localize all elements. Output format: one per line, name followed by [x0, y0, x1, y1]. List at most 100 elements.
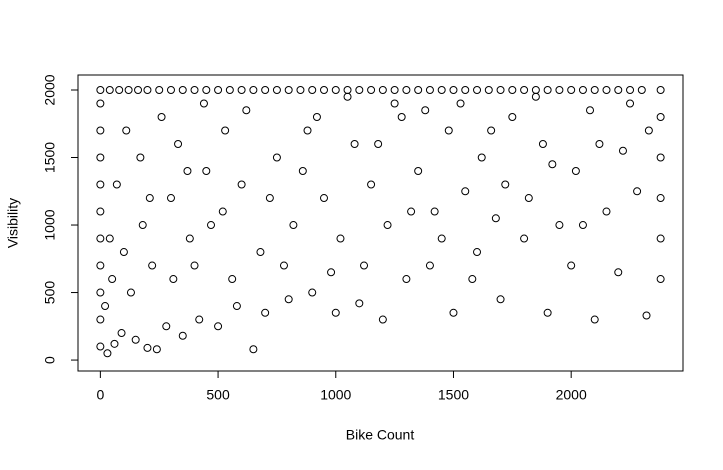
point — [355, 85, 364, 94]
point — [327, 268, 336, 277]
point — [402, 275, 411, 284]
point — [355, 299, 364, 308]
point — [96, 99, 105, 108]
point — [421, 106, 430, 115]
point — [350, 140, 359, 149]
point — [225, 85, 234, 94]
y-tick-label: 2000 — [42, 74, 58, 105]
point — [383, 221, 392, 230]
point — [131, 335, 140, 344]
point — [626, 85, 635, 94]
point — [578, 85, 587, 94]
point — [343, 85, 352, 94]
point — [449, 85, 458, 94]
point — [656, 194, 665, 203]
point — [491, 214, 500, 223]
point — [303, 126, 312, 135]
point — [390, 99, 399, 108]
point — [117, 329, 126, 338]
point — [105, 234, 114, 243]
point — [343, 92, 352, 101]
point — [96, 288, 105, 297]
point — [618, 146, 627, 155]
point — [402, 85, 411, 94]
point — [148, 261, 157, 270]
point — [461, 187, 470, 196]
point — [331, 85, 340, 94]
y-tick-label: 1500 — [42, 142, 58, 173]
point — [96, 315, 105, 324]
point — [155, 85, 164, 94]
point — [449, 308, 458, 317]
point — [390, 85, 399, 94]
point — [656, 275, 665, 284]
point — [501, 180, 510, 189]
point — [237, 85, 246, 94]
point — [218, 207, 227, 216]
point — [602, 207, 611, 216]
point — [360, 261, 369, 270]
point — [199, 99, 208, 108]
point — [637, 85, 646, 94]
point — [644, 126, 653, 135]
point — [152, 345, 161, 354]
point — [143, 343, 152, 352]
point — [214, 322, 223, 331]
point — [496, 295, 505, 304]
point — [484, 85, 493, 94]
point — [162, 322, 171, 331]
x-tick-label: 500 — [206, 387, 230, 403]
point — [178, 85, 187, 94]
point — [169, 275, 178, 284]
point — [122, 126, 131, 135]
point — [586, 106, 595, 115]
point — [190, 261, 199, 270]
point — [430, 207, 439, 216]
point — [555, 221, 564, 230]
point — [531, 92, 540, 101]
point — [103, 349, 112, 358]
point — [284, 85, 293, 94]
point — [308, 85, 317, 94]
point — [96, 342, 105, 351]
point — [185, 234, 194, 243]
point — [289, 221, 298, 230]
point — [190, 85, 199, 94]
point — [214, 85, 223, 94]
point — [183, 167, 192, 176]
point — [508, 85, 517, 94]
point — [296, 85, 305, 94]
point — [202, 85, 211, 94]
point — [425, 85, 434, 94]
point — [138, 221, 147, 230]
point — [414, 85, 423, 94]
point — [265, 194, 274, 203]
point — [642, 311, 651, 320]
point — [374, 140, 383, 149]
point — [524, 194, 533, 203]
point — [195, 315, 204, 324]
x-tick-label: 1000 — [320, 387, 351, 403]
point — [166, 85, 175, 94]
point — [96, 85, 105, 94]
point — [437, 85, 446, 94]
point — [105, 85, 114, 94]
point — [115, 85, 124, 94]
point — [108, 275, 117, 284]
point — [261, 308, 270, 317]
point — [143, 85, 152, 94]
point — [437, 234, 446, 243]
point — [96, 234, 105, 243]
point — [237, 180, 246, 189]
point — [473, 85, 482, 94]
y-tick-label: 1000 — [42, 209, 58, 240]
point — [96, 180, 105, 189]
point — [633, 187, 642, 196]
point — [520, 234, 529, 243]
point — [590, 85, 599, 94]
point — [567, 85, 576, 94]
point — [477, 153, 486, 162]
point — [378, 315, 387, 324]
point — [444, 126, 453, 135]
